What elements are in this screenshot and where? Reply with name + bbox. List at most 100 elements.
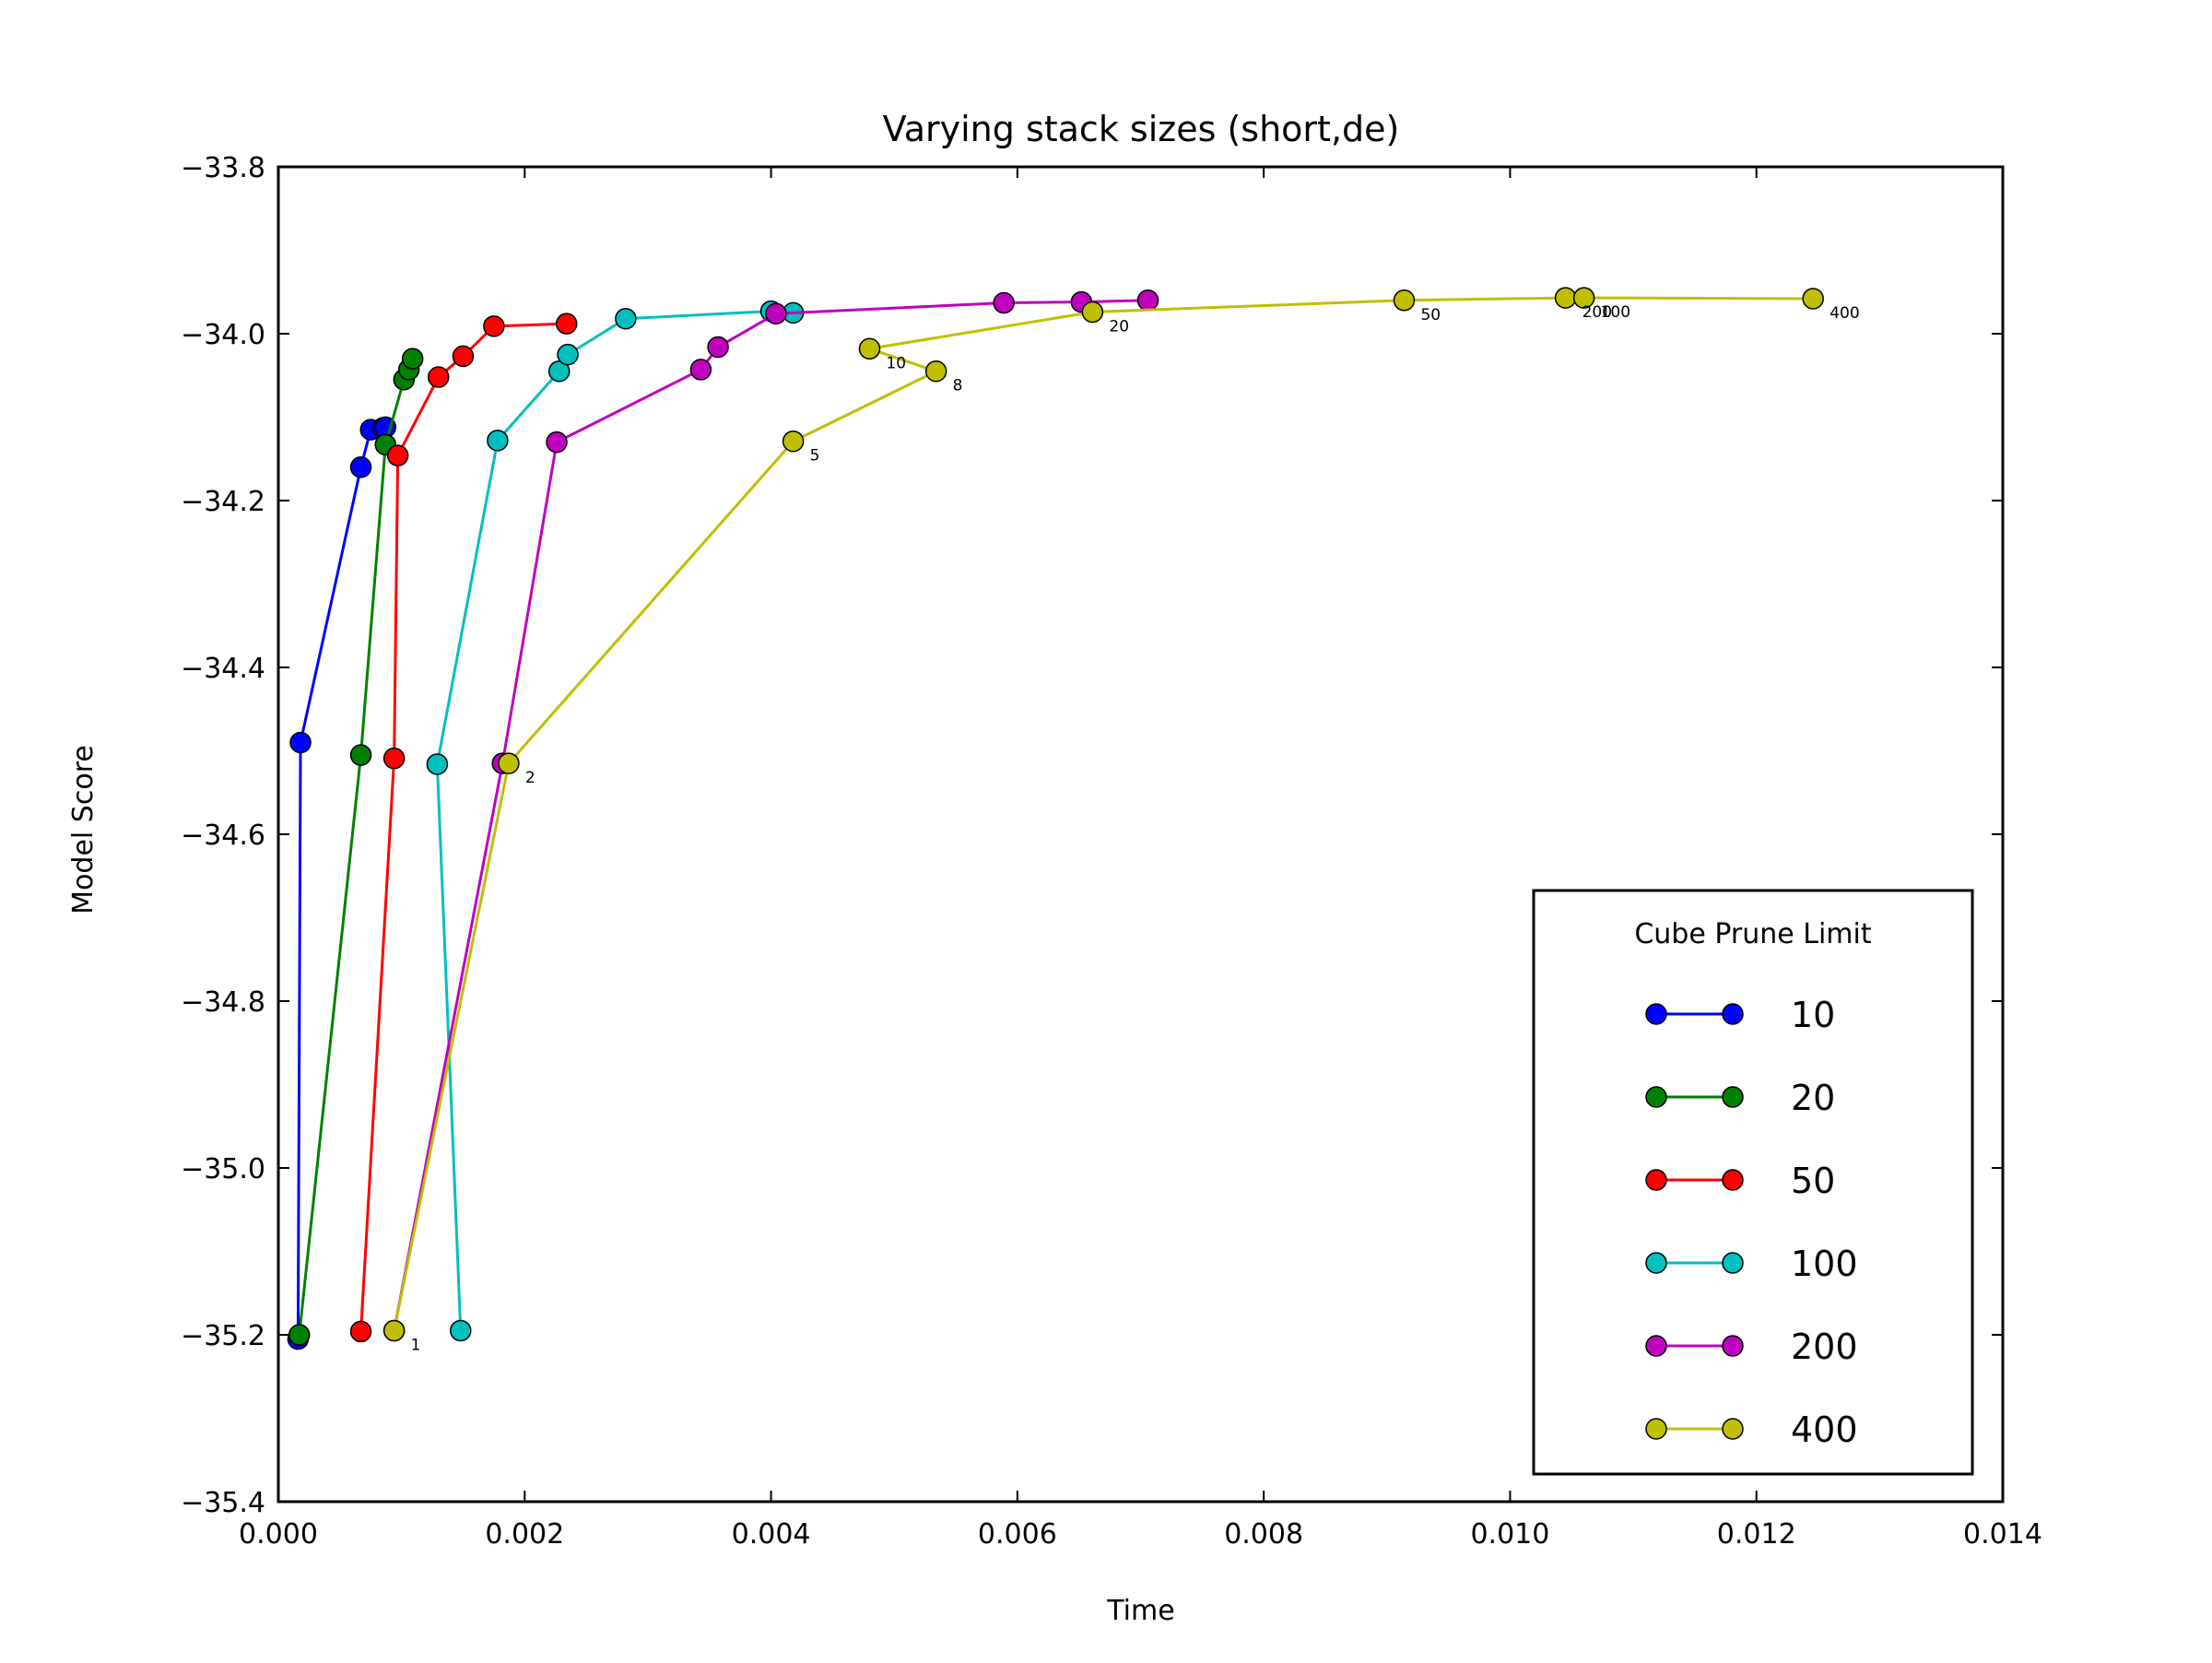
data-point-400	[382, 1319, 406, 1342]
series-400	[382, 287, 1824, 1342]
data-point-20	[401, 348, 424, 370]
point-annotation: 8	[953, 377, 963, 395]
legend-marker	[1645, 1252, 1667, 1274]
point-annotation: 1	[411, 1336, 421, 1354]
data-point-400	[858, 337, 881, 360]
data-point-10	[289, 731, 312, 754]
legend-entry-100: 100	[1645, 1244, 1858, 1284]
legend-entries: 10 20 50 100 200 400	[1645, 995, 1858, 1450]
legend-entry-20: 20	[1645, 1078, 1835, 1118]
data-point-200	[689, 359, 712, 381]
series-layer	[287, 287, 1824, 1350]
legend-marker	[1645, 1169, 1667, 1191]
data-point-400	[782, 430, 805, 453]
chart-title: Varying stack sizes (short,de)	[883, 109, 1400, 149]
data-point-200	[993, 291, 1015, 314]
x-tick-label: 0.012	[1717, 1518, 1796, 1551]
legend-marker	[1722, 1086, 1744, 1108]
data-point-200	[707, 336, 729, 359]
legend-box	[1532, 889, 1974, 1476]
legend-entry-400: 400	[1645, 1409, 1858, 1450]
x-tick-label: 0.002	[485, 1518, 564, 1551]
plot-frame	[276, 165, 2005, 1504]
point-annotation: 20	[1109, 317, 1129, 336]
x-tick-label: 0.008	[1224, 1518, 1303, 1551]
legend-marker	[1645, 1335, 1667, 1357]
legend-marker	[1722, 1003, 1744, 1025]
legend-title: Cube Prune Limit	[1634, 918, 1872, 950]
x-tick-label: 0.000	[239, 1518, 318, 1551]
y-tick-label: −35.2	[181, 1320, 265, 1352]
data-point-20	[288, 1324, 311, 1346]
y-tick-label: −35.0	[181, 1153, 265, 1185]
point-annotation: 200	[1583, 303, 1612, 322]
y-tick-label: −34.6	[181, 820, 265, 852]
data-point-50	[427, 366, 450, 388]
y-tick-label: −34.8	[181, 986, 265, 1019]
y-axis-label: Model Score	[67, 745, 100, 914]
x-axis-label: Time	[1106, 1595, 1174, 1627]
point-annotation: 50	[1420, 306, 1441, 324]
data-point-100	[557, 343, 579, 366]
legend-marker	[1722, 1418, 1744, 1440]
series-50	[349, 313, 578, 1343]
data-point-400	[1393, 289, 1416, 312]
data-point-10	[349, 456, 372, 478]
legend-label: 50	[1791, 1161, 1835, 1201]
data-point-100	[487, 430, 509, 452]
legend-marker	[1645, 1003, 1667, 1025]
legend-label: 200	[1791, 1327, 1858, 1367]
data-point-400	[1572, 287, 1595, 309]
data-point-50	[386, 444, 409, 466]
legend-label: 10	[1791, 995, 1835, 1035]
y-tick-label: −34.2	[181, 486, 265, 518]
y-tick-label: −33.8	[181, 152, 265, 184]
y-tick-label: −34.4	[181, 653, 265, 685]
point-annotation: 2	[525, 769, 535, 787]
legend-marker	[1722, 1252, 1744, 1274]
y-tick-label: −35.4	[181, 1487, 265, 1519]
legend: Cube Prune Limit 10 20 50 100 200 400	[1532, 889, 1974, 1476]
series-20	[288, 348, 424, 1346]
y-tick-label: −34.0	[181, 319, 265, 351]
legend-entry-50: 50	[1645, 1161, 1835, 1201]
ticks-layer: 0.000 0.002 0.004 0.006 0.008 0.010 0.012 0.014…	[181, 152, 2042, 1551]
point-annotation: 400	[1830, 304, 1859, 323]
legend-marker	[1645, 1418, 1667, 1440]
data-point-400	[1802, 288, 1824, 310]
x-tick-label: 0.006	[978, 1518, 1057, 1551]
data-point-50	[382, 747, 406, 770]
data-point-50	[555, 313, 578, 335]
data-point-50	[483, 315, 505, 337]
legend-entry-200: 200	[1645, 1327, 1858, 1367]
series-10	[287, 416, 397, 1350]
legend-label: 20	[1791, 1078, 1835, 1118]
point-annotation: 10	[886, 354, 906, 372]
data-point-400	[924, 360, 947, 383]
data-point-100	[426, 753, 449, 775]
x-tick-label: 0.004	[732, 1518, 811, 1551]
point-annotation: 100	[1601, 303, 1630, 322]
legend-marker	[1645, 1086, 1667, 1108]
data-point-200	[546, 430, 568, 454]
legend-marker	[1722, 1169, 1744, 1191]
x-tick-label: 0.010	[1470, 1518, 1549, 1551]
data-point-400	[498, 752, 520, 774]
legend-label: 400	[1791, 1409, 1858, 1450]
data-point-20	[349, 744, 372, 766]
point-annotation: 5	[810, 447, 820, 466]
legend-label: 100	[1791, 1244, 1858, 1284]
data-point-100	[450, 1319, 472, 1342]
data-point-50	[452, 345, 475, 368]
legend-entry-10: 10	[1645, 995, 1835, 1035]
data-point-50	[349, 1320, 372, 1343]
data-point-200	[765, 302, 787, 325]
data-point-100	[615, 307, 637, 330]
data-point-200	[1136, 289, 1159, 312]
data-point-400	[1081, 301, 1104, 324]
x-tick-label: 0.014	[1963, 1518, 2042, 1551]
legend-marker	[1722, 1335, 1744, 1357]
